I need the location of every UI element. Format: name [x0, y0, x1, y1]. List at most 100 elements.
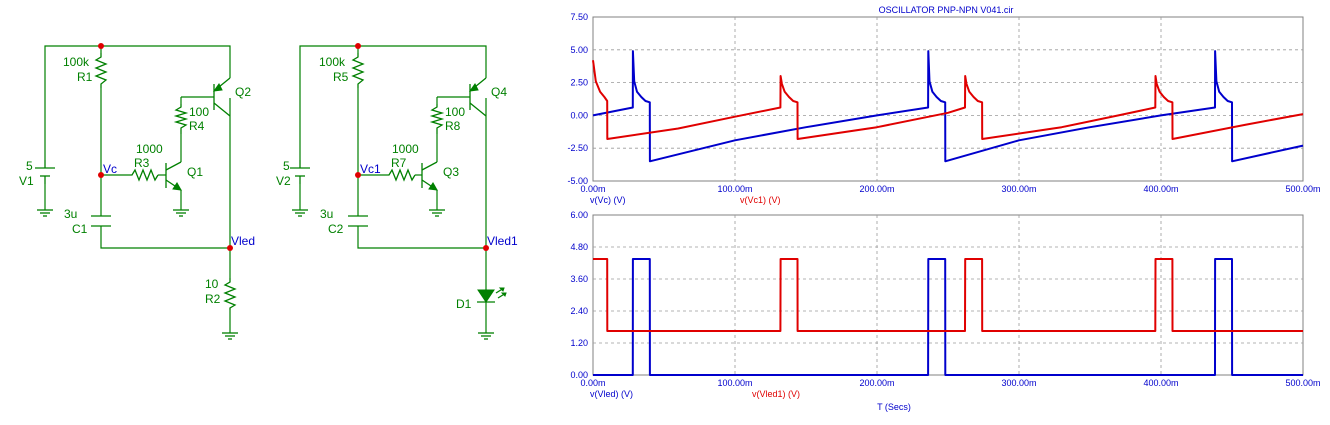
resistor-r2 — [223, 278, 237, 310]
component-name: V2 — [276, 174, 291, 188]
resistor-r8 — [429, 104, 445, 134]
component-name: R2 — [205, 292, 221, 306]
component-name: C1 — [72, 222, 88, 236]
capacitor-c2 — [348, 215, 368, 227]
component-name: Q1 — [187, 165, 203, 179]
plot-series — [593, 258, 1303, 376]
plot-ticks: 0.00m 100.00m 200.00m 300.00m 400.00m 500.00m… — [567, 12, 1320, 194]
circuit-2: 5 V2 100k R5 1000 R7 100 R8 3u C2 Q3 Q4 … — [276, 43, 518, 340]
y-tick-label: 5.00 — [570, 45, 588, 55]
y-tick-label: 7.50 — [570, 12, 588, 22]
y-tick-label: 3.60 — [570, 274, 588, 284]
x-tick-label: 300.00m — [1001, 378, 1036, 388]
node-label: Vc1 — [360, 162, 381, 176]
component-name: R4 — [189, 119, 205, 133]
transistor-q2 — [212, 77, 231, 117]
plot-title: OSCILLATOR PNP-NPN V041.cir — [879, 5, 1014, 15]
component-value: 1000 — [392, 142, 419, 156]
node-label: Vc — [103, 162, 117, 176]
component-name: C2 — [328, 222, 344, 236]
x-axis-label: T (Secs) — [877, 402, 911, 412]
ground-icon — [478, 332, 494, 340]
plot-legend: v(Vc) (V) v(Vc1) (V) — [590, 195, 781, 205]
x-tick-label: 400.00m — [1143, 378, 1178, 388]
plot-frame — [592, 16, 1304, 182]
plot-bottom: 0.00m 100.00m 200.00m 300.00m 400.00m 500.00m… — [570, 210, 1320, 412]
x-tick-label: 100.00m — [717, 184, 752, 194]
plot-top: OSCILLATOR PNP-NPN V041.cir 0.00m 100.00m… — [567, 5, 1320, 205]
component-name: V1 — [19, 174, 34, 188]
y-tick-label: 4.80 — [570, 242, 588, 252]
component-value: 5 — [283, 159, 290, 173]
wire — [100, 226, 230, 249]
x-tick-label: 300.00m — [1001, 184, 1036, 194]
ground-icon — [37, 209, 53, 217]
component-name: R8 — [445, 119, 461, 133]
plot-grid — [592, 214, 1304, 376]
component-name: Q2 — [235, 85, 251, 99]
x-tick-label: 500.00m — [1285, 184, 1320, 194]
x-tick-label: 100.00m — [717, 378, 752, 388]
battery-v2 — [290, 160, 310, 184]
plot-legend: v(Vled) (V) v(Vled1) (V) — [590, 389, 800, 399]
node-label: Vled — [231, 234, 255, 248]
ground-icon — [173, 209, 189, 217]
y-tick-label: 2.50 — [570, 78, 588, 88]
battery-v1 — [35, 160, 55, 184]
circuit-1: 5 V1 100k R1 1000 R3 100 R4 10 R2 3u C1 … — [19, 43, 255, 340]
resistor-r7 — [385, 168, 416, 182]
y-tick-label: -5.00 — [567, 176, 588, 186]
node-dot — [98, 43, 104, 49]
component-name: R5 — [333, 70, 349, 84]
x-tick-label: 500.00m — [1285, 378, 1320, 388]
plot-frame — [592, 214, 1304, 376]
ground-icon — [429, 209, 445, 217]
legend-entry: v(Vled) (V) — [590, 389, 633, 399]
node-dot — [355, 172, 361, 178]
series-line-2 — [593, 258, 1303, 332]
x-tick-label: 0.00m — [580, 378, 605, 388]
component-value: 3u — [64, 207, 77, 221]
x-tick-label: 0.00m — [580, 184, 605, 194]
component-name: D1 — [456, 297, 472, 311]
legend-entry: v(Vled1) (V) — [752, 389, 800, 399]
y-tick-label: 1.20 — [570, 338, 588, 348]
component-value: 5 — [26, 159, 33, 173]
transistor-q1 — [165, 161, 182, 191]
plot-grid — [592, 16, 1304, 182]
component-name: R7 — [391, 156, 407, 170]
component-name: R3 — [134, 156, 150, 170]
x-tick-label: 200.00m — [859, 184, 894, 194]
resistor-r4 — [173, 104, 189, 134]
x-tick-label: 400.00m — [1143, 184, 1178, 194]
component-value: 100 — [189, 105, 209, 119]
y-tick-label: 0.00 — [570, 370, 588, 380]
wire — [357, 226, 486, 249]
plot-series — [592, 50, 1304, 163]
legend-entry: v(Vc1) (V) — [740, 195, 781, 205]
ground-icon — [292, 209, 308, 217]
component-value: 100k — [63, 55, 90, 69]
component-value: 100k — [319, 55, 346, 69]
resistor-r1 — [94, 53, 108, 88]
series-line-2 — [592, 60, 1304, 140]
resistor-r3 — [128, 168, 159, 182]
component-value: 1000 — [136, 142, 163, 156]
y-tick-label: 6.00 — [570, 210, 588, 220]
transistor-q4 — [468, 77, 487, 117]
capacitor-c1 — [91, 215, 111, 227]
resistor-r5 — [351, 53, 365, 88]
component-name: Q3 — [443, 165, 459, 179]
plot-ticks: 0.00m 100.00m 200.00m 300.00m 400.00m 500.00m… — [570, 210, 1320, 388]
y-tick-label: 0.00 — [570, 110, 588, 120]
series-line-1 — [593, 258, 1303, 376]
node-dot — [227, 245, 233, 251]
series-line-1 — [592, 50, 1304, 163]
node-dot — [98, 172, 104, 178]
x-tick-label: 200.00m — [859, 378, 894, 388]
node-dot — [355, 43, 361, 49]
component-value: 10 — [205, 277, 219, 291]
y-tick-label: 2.40 — [570, 306, 588, 316]
